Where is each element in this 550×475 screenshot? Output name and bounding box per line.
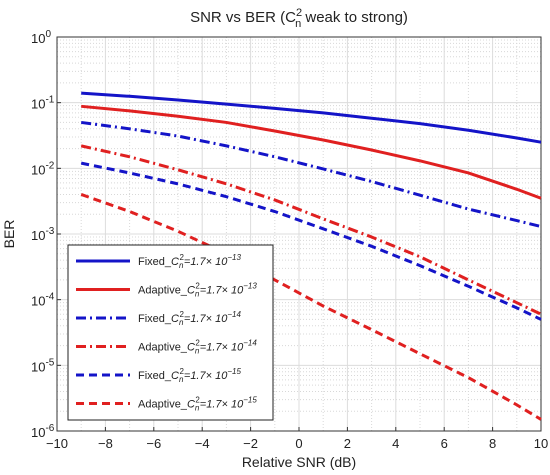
legend-sub: n	[179, 375, 184, 384]
tick-base: 10	[31, 228, 45, 243]
tick-base: 10	[31, 162, 45, 177]
title-text: weak to strong)	[301, 9, 408, 26]
x-axis-label: Relative SNR (dB)	[242, 454, 356, 470]
tick-exp: -2	[45, 160, 54, 171]
legend-label: Adaptive_Cn2=1.7× 10−15	[138, 396, 257, 413]
legend-mid: =1.7× 10	[184, 370, 228, 382]
legend-exp: −14	[227, 310, 241, 319]
legend-exp: −13	[227, 253, 241, 262]
legend-prefix: Adaptive_	[138, 399, 188, 411]
series-line	[81, 91, 542, 144]
title-text: SNR vs BER (C	[190, 9, 296, 26]
legend-label: Fixed_Cn2=1.7× 10−14	[138, 310, 241, 327]
series-line	[80, 161, 542, 321]
legend-exp: −15	[243, 396, 257, 405]
chart-title: SNR vs BER (C2 n weak to strong)	[190, 7, 408, 30]
legend-sup: 2	[179, 367, 184, 376]
legend-mid: =1.7× 10	[200, 342, 244, 354]
series-line	[81, 120, 542, 228]
legend-symbol: C	[171, 313, 179, 325]
legend-symbol: C	[187, 399, 195, 411]
series-line	[81, 104, 542, 200]
legend-sup: 2	[195, 282, 200, 291]
tick-exp: 0	[45, 29, 51, 40]
x-tick-label: 2	[344, 436, 351, 451]
series-line	[80, 144, 542, 316]
title-sub: n	[295, 18, 301, 30]
tick-base: 10	[31, 31, 45, 46]
y-tick-label: 10-5	[31, 357, 55, 374]
x-tick-label: 4	[392, 436, 399, 451]
tick-exp: -3	[45, 226, 54, 237]
legend-sub: n	[179, 318, 184, 327]
x-tick-label: −4	[195, 436, 210, 451]
legend-label: Adaptive_Cn2=1.7× 10−14	[138, 339, 257, 356]
legend-mid: =1.7× 10	[200, 399, 244, 411]
legend-symbol: C	[171, 370, 179, 382]
legend-label: Adaptive_Cn2=1.7× 10−13	[138, 282, 257, 299]
legend-sup: 2	[179, 253, 184, 262]
legend-prefix: Adaptive_	[138, 342, 188, 354]
legend-sup: 2	[179, 310, 184, 319]
legend-label: Fixed_Cn2=1.7× 10−15	[138, 367, 241, 384]
x-tick-label: −8	[98, 436, 113, 451]
legend-exp: −15	[227, 367, 241, 376]
legend-box	[67, 244, 274, 421]
tick-base: 10	[31, 294, 45, 309]
legend-sub: n	[195, 347, 200, 356]
plot-frame	[56, 36, 542, 432]
tick-exp: -1	[45, 95, 54, 106]
legend-sub: n	[179, 261, 184, 270]
x-tick-label: 0	[295, 436, 302, 451]
legend-prefix: Fixed_	[138, 313, 172, 325]
legend-sub: n	[195, 290, 200, 299]
legend-symbol: C	[187, 342, 195, 354]
y-tick-label: 100	[31, 29, 51, 46]
legend-mid: =1.7× 10	[200, 285, 244, 297]
tick-base: 10	[31, 359, 45, 374]
tick-base: 10	[31, 97, 45, 112]
y-tick-label: 10-4	[31, 292, 55, 309]
legend-exp: −13	[243, 282, 257, 291]
legend-mid: =1.7× 10	[184, 313, 228, 325]
legend-sup: 2	[195, 396, 200, 405]
x-tick-label: −10	[46, 436, 68, 451]
legend-sub: n	[195, 404, 200, 413]
tick-exp: -4	[45, 292, 54, 303]
x-tick-label: 8	[489, 436, 496, 451]
tick-exp: -6	[45, 423, 54, 434]
title-sup: 2	[296, 7, 302, 19]
y-tick-label: 10-6	[31, 423, 55, 440]
x-tick-label: −2	[243, 436, 258, 451]
legend-sup: 2	[195, 339, 200, 348]
y-axis-label: BER	[1, 220, 17, 249]
x-tick-label: −6	[146, 436, 161, 451]
tick-base: 10	[31, 425, 45, 440]
legend-prefix: Adaptive_	[138, 285, 188, 297]
legend-mid: =1.7× 10	[184, 256, 228, 268]
y-tick-label: 10-3	[31, 226, 55, 243]
y-tick-label: 10-2	[31, 160, 55, 177]
x-tick-label: 6	[441, 436, 448, 451]
legend-symbol: C	[187, 285, 195, 297]
y-tick-label: 10-1	[31, 95, 55, 112]
legend-label: Fixed_Cn2=1.7× 10−13	[138, 253, 241, 270]
legend-exp: −14	[243, 339, 257, 348]
tick-exp: -5	[45, 357, 54, 368]
legend-prefix: Fixed_	[138, 256, 172, 268]
series-line	[80, 193, 542, 421]
legend-symbol: C	[171, 256, 179, 268]
legend-prefix: Fixed_	[138, 370, 172, 382]
x-tick-label: 10	[534, 436, 548, 451]
